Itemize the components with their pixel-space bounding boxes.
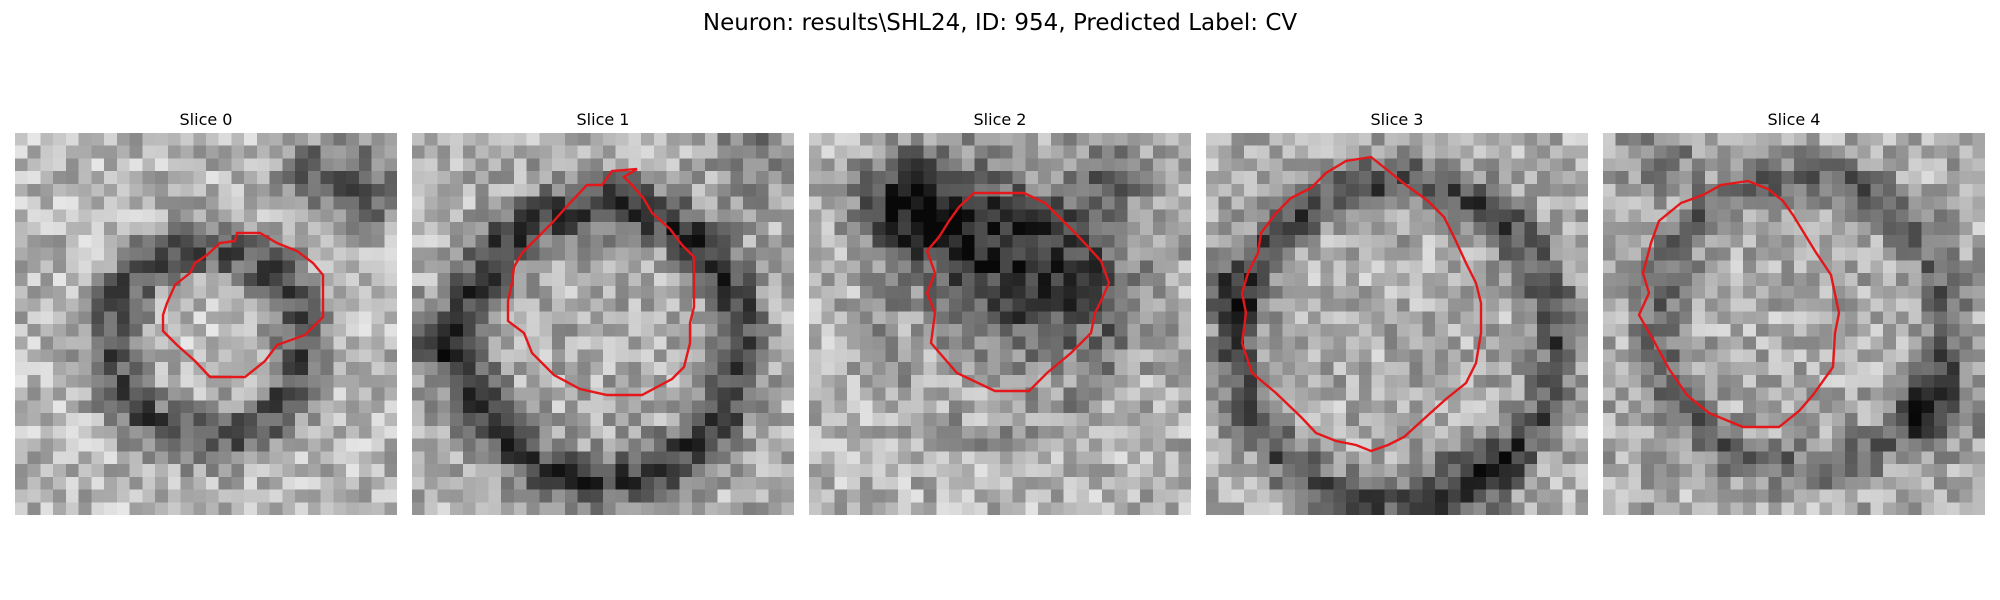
slice-title-0: Slice 0	[179, 110, 233, 129]
slice-image-2	[809, 133, 1191, 515]
contour-outline-1	[506, 167, 696, 397]
slice-title-1: Slice 1	[576, 110, 630, 129]
figure-title: Neuron: results\SHL24, ID: 954, Predicte…	[702, 10, 1298, 36]
slice-pixels-3	[1206, 133, 1588, 515]
slice-pixels-4	[1603, 133, 1985, 515]
slice-title-3: Slice 3	[1370, 110, 1424, 129]
slice-image-4	[1603, 133, 1985, 515]
contour-outline-4	[1637, 179, 1841, 429]
slice-panel-3: Slice 3	[1206, 108, 1588, 515]
contour-outline-0	[161, 231, 325, 379]
slice-title-4: Slice 4	[1767, 110, 1821, 129]
slice-pixels-1	[412, 133, 794, 515]
slice-panel-0: Slice 0	[15, 108, 397, 515]
slice-panel-1: Slice 1	[412, 108, 794, 515]
slice-title-2: Slice 2	[973, 110, 1027, 129]
slice-image-1	[412, 133, 794, 515]
contour-outline-3	[1240, 155, 1483, 453]
slice-panel-4: Slice 4	[1603, 108, 1985, 515]
slice-pixels-2	[809, 133, 1191, 515]
slice-image-0	[15, 133, 397, 515]
contour-outline-2	[925, 191, 1111, 393]
slice-panel-2: Slice 2	[809, 108, 1191, 515]
slice-image-3	[1206, 133, 1588, 515]
slice-pixels-0	[15, 133, 397, 515]
